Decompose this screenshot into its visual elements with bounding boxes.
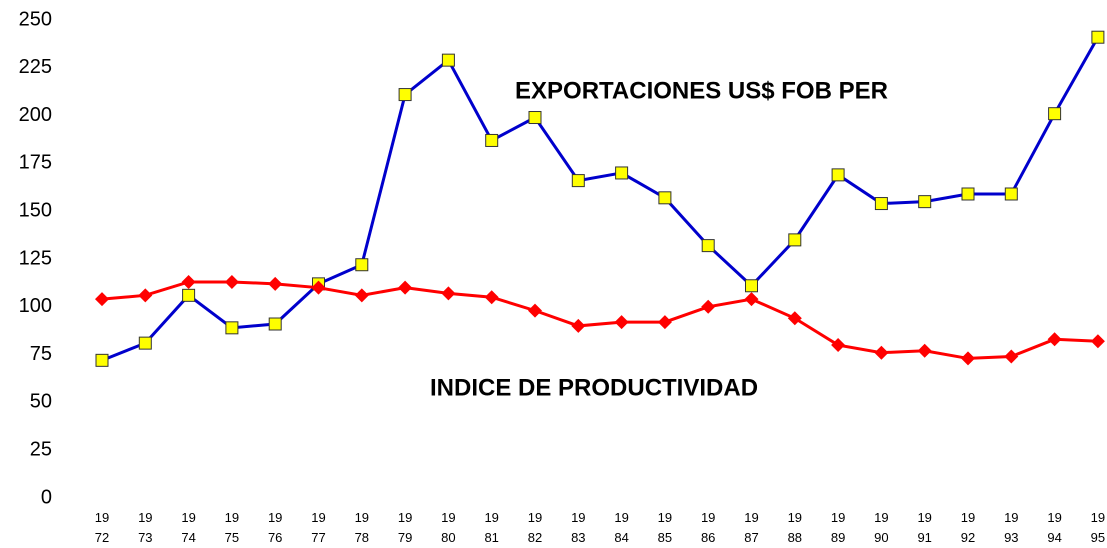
x-tick-label: 1991 — [917, 510, 932, 545]
y-tick-label: 100 — [19, 295, 52, 317]
x-tick-label: 1983 — [571, 510, 586, 545]
marker — [744, 292, 759, 307]
marker — [571, 174, 585, 188]
marker — [138, 288, 153, 303]
x-tick-label: 1986 — [700, 510, 716, 545]
marker — [657, 315, 672, 330]
y-tick-label: 125 — [19, 247, 52, 269]
marker — [918, 195, 932, 209]
marker — [354, 288, 369, 303]
marker — [1004, 349, 1019, 364]
marker — [615, 166, 629, 180]
marker — [528, 111, 542, 125]
marker — [1048, 107, 1062, 121]
marker — [571, 318, 586, 333]
marker — [181, 274, 196, 289]
marker — [484, 290, 499, 305]
x-tick-label: 1984 — [614, 510, 629, 545]
marker — [961, 351, 975, 366]
y-tick-label: 25 — [30, 438, 52, 460]
marker — [787, 311, 802, 326]
marker — [355, 258, 369, 272]
marker — [225, 321, 239, 335]
x-tick-label: 1977 — [311, 510, 326, 545]
marker — [874, 345, 889, 360]
marker — [614, 315, 629, 330]
marker — [268, 317, 282, 331]
y-tick-label: 250 — [19, 8, 52, 30]
marker — [311, 280, 326, 295]
series-label: EXPORTACIONES US$ FOB PER — [515, 77, 888, 104]
x-tick-label: 1988 — [787, 510, 803, 545]
marker — [745, 279, 758, 293]
marker — [182, 288, 196, 302]
marker — [138, 336, 152, 350]
x-tick-label: 1972 — [94, 510, 110, 545]
marker — [831, 168, 845, 182]
x-tick-label: 1989 — [830, 510, 846, 545]
series-line — [101, 280, 1098, 360]
x-tick-label: 1995 — [1090, 510, 1106, 545]
series-line — [101, 36, 1100, 362]
marker — [1090, 334, 1105, 349]
marker — [831, 338, 846, 353]
y-tick-label: 50 — [30, 391, 52, 413]
x-tick-label: 1994 — [1047, 510, 1062, 545]
x-tick-label: 1975 — [224, 510, 240, 545]
marker — [95, 353, 109, 367]
marker — [95, 292, 109, 307]
x-tick-label: 1990 — [874, 510, 889, 545]
x-tick-label: 1980 — [441, 510, 456, 545]
marker — [1047, 332, 1062, 347]
marker — [224, 274, 239, 289]
marker — [398, 280, 413, 295]
marker — [485, 133, 499, 147]
marker — [441, 53, 455, 67]
marker — [1091, 30, 1105, 44]
y-tick-label: 75 — [30, 343, 52, 365]
y-tick-label: 175 — [19, 152, 52, 174]
marker — [658, 191, 672, 205]
x-tick-label: 1982 — [527, 510, 543, 545]
x-tick-label: 1979 — [397, 510, 413, 545]
marker — [701, 239, 715, 253]
y-tick-label: 200 — [19, 104, 52, 126]
marker — [268, 276, 283, 291]
x-tick-label: 1978 — [354, 510, 370, 545]
y-tick-label: 0 — [41, 486, 52, 508]
x-tick-label: 1974 — [181, 510, 196, 545]
marker — [398, 88, 412, 102]
series-label: INDICE DE PRODUCTIVIDAD — [430, 374, 758, 401]
marker — [441, 286, 456, 301]
marker — [917, 343, 932, 358]
marker — [874, 197, 888, 211]
marker — [961, 187, 975, 201]
y-tick-label: 225 — [19, 56, 52, 78]
x-tick-label: 1987 — [744, 510, 759, 545]
marker — [1004, 187, 1018, 201]
marker — [528, 303, 542, 318]
x-tick-label: 1973 — [138, 510, 153, 545]
x-tick-label: 1992 — [960, 510, 976, 545]
x-tick-label: 1993 — [1004, 510, 1019, 545]
marker — [788, 233, 802, 247]
y-tick-label: 150 — [19, 199, 52, 221]
marker — [701, 299, 716, 314]
x-tick-label: 1976 — [267, 510, 283, 545]
x-tick-label: 1985 — [657, 510, 673, 545]
x-tick-label: 1981 — [484, 510, 499, 545]
